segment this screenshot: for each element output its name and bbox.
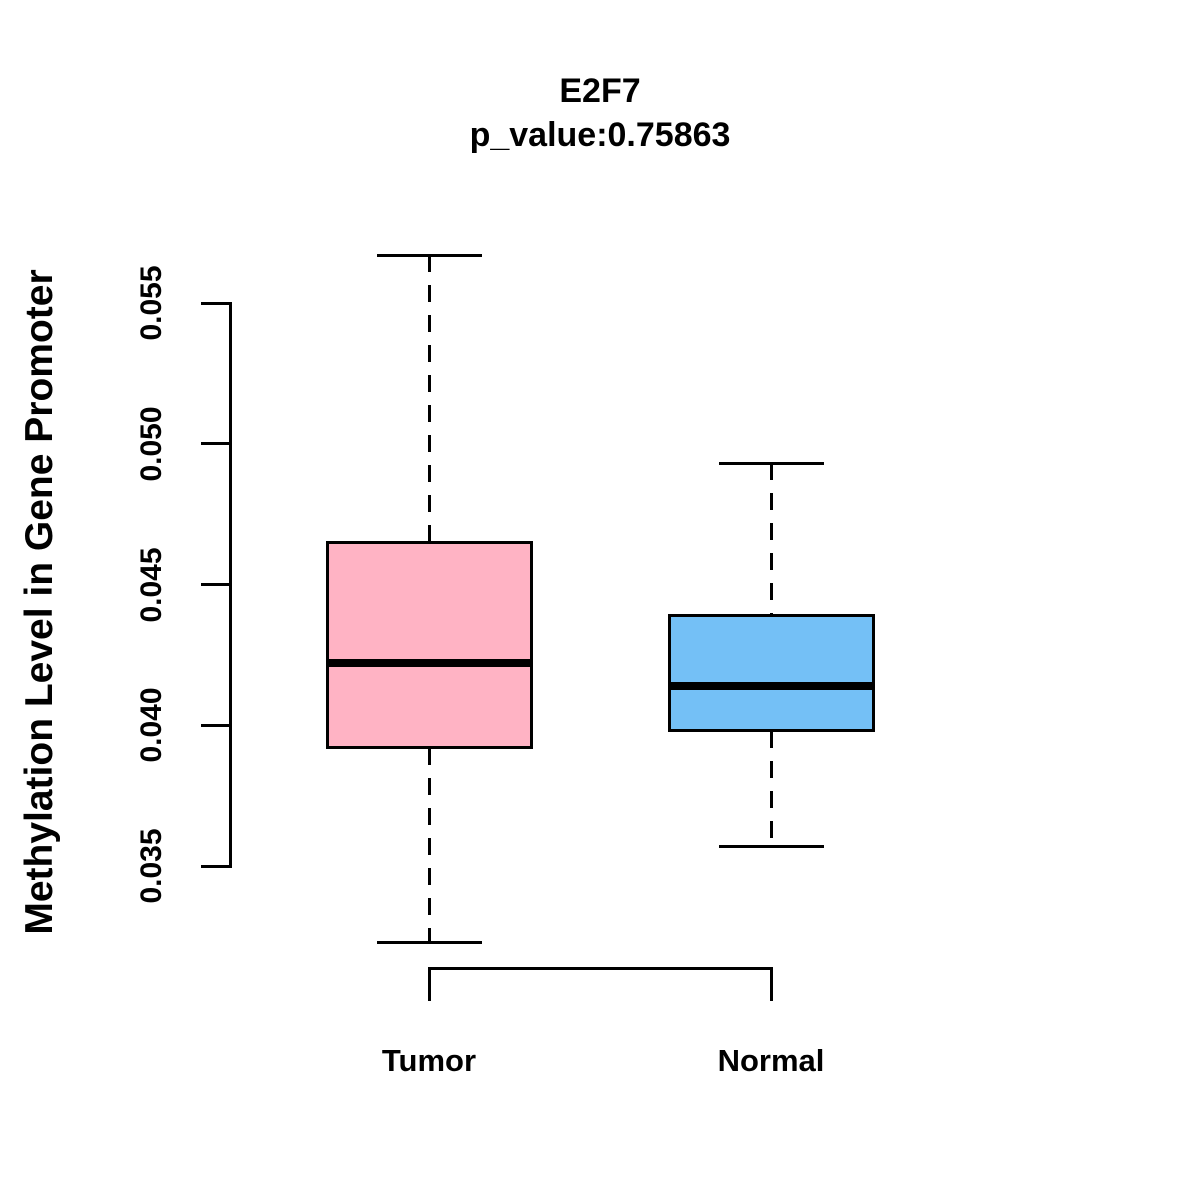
y-axis-tick-label: 0.040 bbox=[135, 687, 168, 763]
whisker-lower-tumor bbox=[427, 747, 431, 942]
whisker-cap-upper-normal bbox=[718, 461, 824, 465]
whisker-upper-normal bbox=[769, 463, 773, 616]
x-axis-label-normal: Normal bbox=[717, 1043, 825, 1078]
y-axis-tick-label: 0.045 bbox=[135, 546, 168, 623]
box-tumor bbox=[325, 540, 533, 750]
y-axis-tick bbox=[201, 583, 230, 586]
y-axis-tick bbox=[201, 723, 230, 727]
whisker-cap-upper-tumor bbox=[376, 253, 482, 257]
y-axis-line bbox=[229, 301, 232, 868]
whisker-lower-normal bbox=[769, 730, 773, 847]
y-axis-tick-label: 0.050 bbox=[135, 406, 168, 482]
y-axis-tick-label: 0.035 bbox=[135, 828, 168, 904]
x-axis-label-tumor: Tumor bbox=[381, 1043, 477, 1078]
y-axis-tick bbox=[201, 301, 230, 305]
whisker-cap-lower-tumor bbox=[376, 940, 482, 944]
chart-subtitle: p_value:0.75863 bbox=[469, 116, 731, 154]
whisker-cap-lower-normal bbox=[718, 844, 824, 848]
y-axis-tick bbox=[201, 864, 230, 868]
median-line-normal bbox=[667, 681, 875, 690]
y-axis-tick-label: 0.055 bbox=[135, 265, 168, 341]
y-axis-title-text: Methylation Level in Gene Promoter bbox=[18, 269, 61, 935]
y-axis-tick bbox=[201, 442, 230, 446]
chart-title: E2F7 bbox=[559, 72, 641, 110]
box-normal bbox=[667, 613, 875, 733]
y-axis-title: Methylation Level in Gene Promoter bbox=[0, 152, 80, 1052]
x-axis-bracket bbox=[427, 966, 773, 1001]
whisker-upper-tumor bbox=[427, 255, 431, 543]
median-line-tumor bbox=[325, 659, 533, 668]
